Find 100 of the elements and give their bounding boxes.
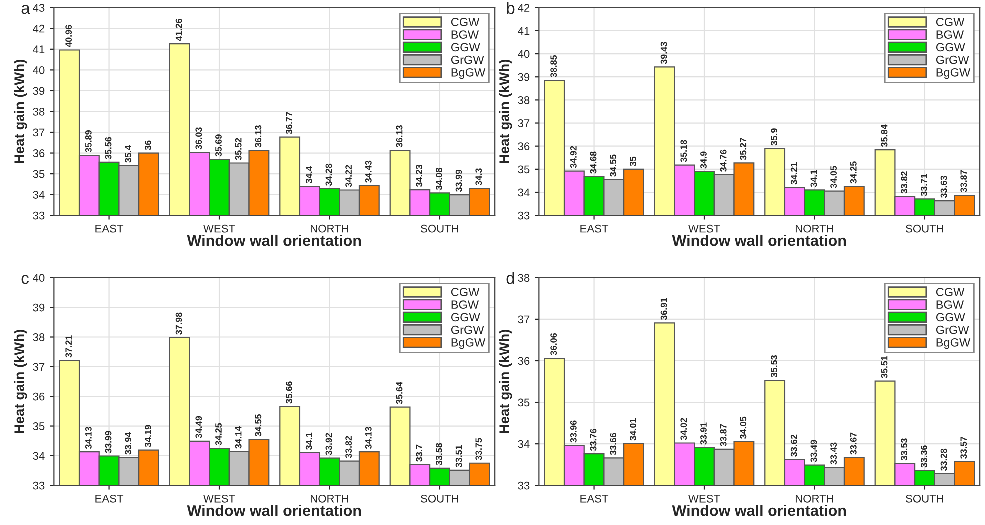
x-tick-label: SOUTH — [421, 224, 459, 233]
x-tick-label: NORTH — [796, 494, 834, 503]
chart-title: d — [506, 272, 514, 284]
legend-label: GGW — [451, 43, 480, 52]
y-axis-title: Heat gain (kWh) — [14, 330, 28, 434]
y-axis-title: Heat gain (kWh) — [14, 60, 28, 164]
data-label: 35.84 — [881, 124, 888, 148]
x-tick-label: EAST — [96, 224, 124, 233]
legend-label: CGW — [936, 18, 965, 26]
y-tick-label: 39 — [518, 73, 530, 82]
legend-label: GrGW — [451, 326, 484, 334]
y-tick-label: 37 — [33, 128, 45, 137]
data-label: 35.4 — [125, 145, 132, 163]
x-axis-title: Window wall orientation — [672, 234, 846, 246]
data-label: 35.53 — [771, 355, 778, 378]
y-tick-label: 35 — [33, 170, 45, 178]
data-label: 36.06 — [550, 333, 558, 356]
data-label: 33.53 — [901, 438, 908, 461]
data-label: 40.96 — [66, 25, 72, 48]
y-tick-label: 39 — [33, 304, 45, 312]
data-label: 33.96 — [570, 420, 577, 443]
y-tick-label: 36 — [518, 357, 530, 366]
data-label: 34.21 — [790, 162, 798, 185]
data-label: 33.82 — [346, 436, 352, 458]
legend-label: BGW — [936, 30, 964, 40]
data-label: 34.14 — [235, 426, 242, 449]
data-label: 34.68 — [590, 152, 597, 174]
x-tick-label: SOUTH — [421, 494, 459, 503]
legend-label: GrGW — [451, 56, 484, 64]
data-label: 34.1 — [810, 170, 818, 188]
x-axis-title: Window wall orientation — [672, 505, 846, 516]
data-label: 34.49 — [196, 416, 202, 438]
data-label: 34.43 — [365, 160, 372, 183]
x-axis-title: Window wall orientation — [187, 234, 362, 246]
y-tick-label: 34 — [518, 188, 530, 197]
data-label: 35.51 — [881, 356, 888, 378]
y-tick-label: 41 — [518, 27, 530, 35]
x-tick-label: SOUTH — [906, 224, 944, 233]
legend-label: GrGW — [936, 56, 970, 64]
y-axis-title: Heat gain (kWh) — [499, 60, 512, 164]
data-label: 36 — [145, 140, 152, 150]
data-label: 33.7 — [416, 444, 423, 462]
data-label: 33.62 — [790, 434, 798, 457]
data-label: 34.25 — [850, 162, 857, 184]
data-label: 34.4 — [306, 166, 312, 184]
data-label: 33.63 — [940, 176, 948, 198]
data-label: 34.55 — [255, 414, 262, 437]
data-label: 33.91 — [700, 422, 707, 445]
data-label: 34.13 — [365, 427, 372, 450]
x-tick-label: WEST — [688, 494, 720, 503]
data-label: 33.36 — [920, 446, 928, 468]
legend-label: BgGW — [936, 68, 971, 80]
legend-label: GGW — [936, 313, 966, 322]
data-label: 34.22 — [346, 165, 352, 188]
data-label: 34.25 — [216, 423, 222, 446]
y-tick-label: 40 — [518, 50, 530, 58]
x-tick-label: NORTH — [311, 224, 348, 233]
data-label: 34.3 — [476, 168, 482, 186]
legend-label: BGW — [452, 30, 480, 40]
y-tick-label: 34 — [518, 440, 530, 448]
data-label: 37.21 — [66, 336, 72, 358]
data-label: 34.76 — [720, 150, 727, 172]
legend-label: BGW — [936, 300, 964, 310]
y-tick-label: 38 — [33, 334, 45, 342]
chart-title: b — [507, 2, 515, 14]
data-label: 35.56 — [105, 137, 112, 160]
y-tick-label: 41 — [33, 46, 45, 54]
x-tick-label: NORTH — [311, 494, 348, 503]
legend-label: CGW — [936, 288, 965, 296]
x-tick-label: NORTH — [796, 224, 834, 233]
data-label: 35.18 — [680, 140, 688, 162]
data-label: 33.49 — [810, 440, 818, 462]
y-tick-label: 35 — [33, 422, 45, 430]
data-label: 36.13 — [255, 126, 262, 148]
data-label: 41.26 — [176, 18, 182, 42]
data-label: 33.58 — [436, 443, 442, 466]
data-label: 35.9 — [771, 128, 778, 146]
data-label: 35 — [630, 156, 636, 166]
data-label: 34.1 — [306, 432, 312, 450]
data-label: 33.67 — [850, 432, 857, 455]
data-label: 36.13 — [396, 126, 403, 148]
y-tick-label: 33 — [518, 212, 530, 220]
data-label: 33.57 — [960, 436, 968, 459]
x-tick-label: WEST — [204, 494, 236, 503]
data-label: 37.98 — [176, 312, 182, 335]
y-tick-label: 33 — [518, 482, 530, 490]
data-label: 35.66 — [286, 382, 292, 404]
y-tick-label: 36 — [33, 150, 45, 158]
x-tick-label: EAST — [580, 224, 609, 233]
x-axis-title: Window wall orientation — [187, 505, 362, 516]
x-tick-label: WEST — [204, 224, 236, 233]
data-label: 33.87 — [720, 424, 727, 446]
data-label: 36.91 — [660, 298, 668, 320]
data-label: 35.89 — [85, 130, 92, 153]
data-label: 39.43 — [660, 42, 668, 64]
legend-label: BgGW — [936, 338, 971, 350]
y-tick-label: 34 — [33, 452, 45, 460]
chart-title: a — [22, 5, 30, 14]
legend-label: CGW — [451, 18, 480, 26]
data-label: 34.13 — [85, 427, 92, 450]
